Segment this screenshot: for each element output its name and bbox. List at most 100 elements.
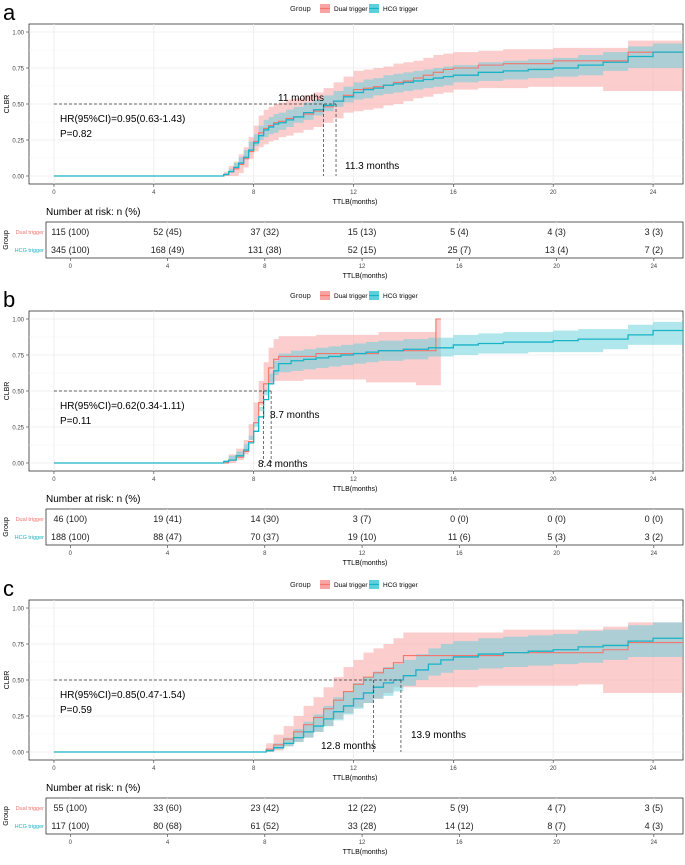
legend-label-dual: Dual trigger (334, 582, 368, 589)
ci-band-hcg (53, 321, 683, 463)
legend-label-hcg: HCG trigger (383, 6, 419, 13)
median-label: 11 months (278, 93, 324, 104)
risk-xtick-label: 16 (456, 840, 463, 846)
xtick-label: 8 (252, 766, 256, 772)
legend-label-dual: Dual trigger (334, 6, 368, 13)
median-label: 13.9 months (411, 730, 466, 741)
xtick-label: 12 (350, 190, 357, 196)
risk-xtick-label: 20 (553, 551, 560, 557)
xtick-label: 20 (550, 477, 557, 483)
ytick-label: 0.50 (12, 103, 24, 109)
xtick-label: 20 (550, 766, 557, 772)
risk-cell: 88 (47) (153, 532, 182, 542)
legend: Group Dual trigger HCG trigger (290, 4, 419, 13)
ytick-label: 1.00 (12, 318, 24, 324)
xtick-label: 4 (152, 477, 156, 483)
legend-label-dual: Dual trigger (334, 293, 368, 300)
hr-text: HR(95%CI)=0.62(0.34-1.11) (60, 401, 185, 412)
risk-table-title: Number at risk: n (%) (46, 783, 140, 794)
risk-cell: 37 (32) (251, 227, 280, 237)
ytick-label: 0.25 (12, 715, 24, 721)
risk-cell: 25 (7) (448, 245, 472, 255)
y-axis-label: CLBR (4, 382, 11, 401)
risk-cell: 8 (7) (547, 821, 566, 831)
hr-text: HR(95%CI)=0.95(0.63-1.43) (60, 114, 185, 125)
risk-cell: 15 (13) (348, 227, 377, 237)
risk-cell: 14 (30) (251, 514, 280, 524)
risk-row-label: HCG trigger (15, 248, 45, 254)
ytick-label: 1.00 (12, 31, 24, 37)
risk-cell: 5 (4) (450, 227, 469, 237)
risk-xtick-label: 8 (263, 840, 267, 846)
ytick-label: 0.25 (12, 139, 24, 145)
risk-xtick-label: 12 (359, 264, 366, 270)
panel-c: c Group Dual trigger HCG trigger 12.8 months… (3, 576, 684, 856)
xtick-label: 24 (650, 190, 657, 196)
risk-cell: 33 (60) (153, 803, 182, 813)
legend: Group Dual trigger HCG trigger (290, 291, 419, 300)
km-plot: 11 months 11.3 months HR(95%CI)=0.95(0.63-… (4, 23, 684, 206)
xtick-label: 12 (350, 766, 357, 772)
risk-xtick-label: 16 (456, 264, 463, 270)
risk-xtick-label: 0 (69, 840, 73, 846)
xtick-label: 4 (152, 190, 156, 196)
hr-text: HR(95%CI)=0.85(0.47-1.54) (60, 690, 185, 701)
risk-x-label: TTLB(months) (343, 273, 388, 280)
risk-row-label: HCG trigger (15, 535, 45, 541)
median-label: 11.3 months (345, 161, 399, 172)
risk-row-label: HCG trigger (15, 824, 45, 830)
risk-xtick-label: 0 (69, 264, 73, 270)
xtick-label: 16 (450, 766, 457, 772)
ytick-label: 0.50 (12, 679, 24, 685)
ytick-label: 0.50 (12, 390, 24, 396)
legend: Group Dual trigger HCG trigger (290, 580, 419, 589)
xtick-label: 8 (252, 477, 256, 483)
curve-hcg (53, 329, 683, 464)
risk-xtick-label: 24 (650, 264, 657, 270)
xtick-label: 16 (450, 190, 457, 196)
risk-cell: 188 (100) (51, 532, 90, 542)
risk-table: Number at risk: n (%) Dual trigger 46 (100… (3, 494, 684, 567)
risk-xtick-label: 24 (650, 551, 657, 557)
xtick-label: 20 (550, 190, 557, 196)
median-label: 8.7 months (270, 410, 319, 421)
risk-cell: 3 (3) (645, 227, 664, 237)
risk-cell: 0 (0) (645, 514, 664, 524)
risk-y-label: Group (3, 806, 10, 826)
risk-cell: 33 (28) (348, 821, 377, 831)
xtick-label: 24 (650, 477, 657, 483)
xtick-label: 16 (450, 477, 457, 483)
legend-title: Group (290, 4, 311, 13)
xtick-label: 24 (650, 766, 657, 772)
risk-xtick-label: 0 (69, 551, 73, 557)
panel-label: c (3, 576, 14, 601)
risk-cell: 61 (52) (251, 821, 280, 831)
risk-row-label: Dual trigger (16, 517, 45, 523)
ytick-label: 0.75 (12, 643, 24, 649)
risk-table-title: Number at risk: n (%) (46, 494, 140, 505)
km-plot: 12.8 months 13.9 months HR(95%CI)=0.85(0.4… (4, 599, 684, 782)
risk-y-label: Group (3, 517, 10, 537)
risk-cell: 4 (3) (547, 227, 566, 237)
p-value-text: P=0.59 (60, 705, 92, 716)
risk-xtick-label: 12 (359, 840, 366, 846)
risk-cell: 13 (4) (545, 245, 569, 255)
legend-title: Group (290, 580, 311, 589)
risk-x-label: TTLB(months) (343, 560, 388, 567)
risk-cell: 4 (3) (645, 821, 664, 831)
xtick-label: 0 (52, 766, 56, 772)
risk-cell: 12 (22) (348, 803, 377, 813)
risk-cell: 80 (68) (153, 821, 182, 831)
risk-cell: 7 (2) (645, 245, 664, 255)
risk-cell: 19 (10) (348, 532, 377, 542)
risk-cell: 0 (0) (450, 514, 469, 524)
risk-cell: 55 (100) (54, 803, 88, 813)
risk-cell: 3 (2) (645, 532, 664, 542)
xtick-label: 0 (52, 477, 56, 483)
risk-x-label: TTLB(months) (343, 849, 388, 856)
risk-cell: 3 (5) (645, 803, 664, 813)
risk-cell: 52 (15) (348, 245, 377, 255)
